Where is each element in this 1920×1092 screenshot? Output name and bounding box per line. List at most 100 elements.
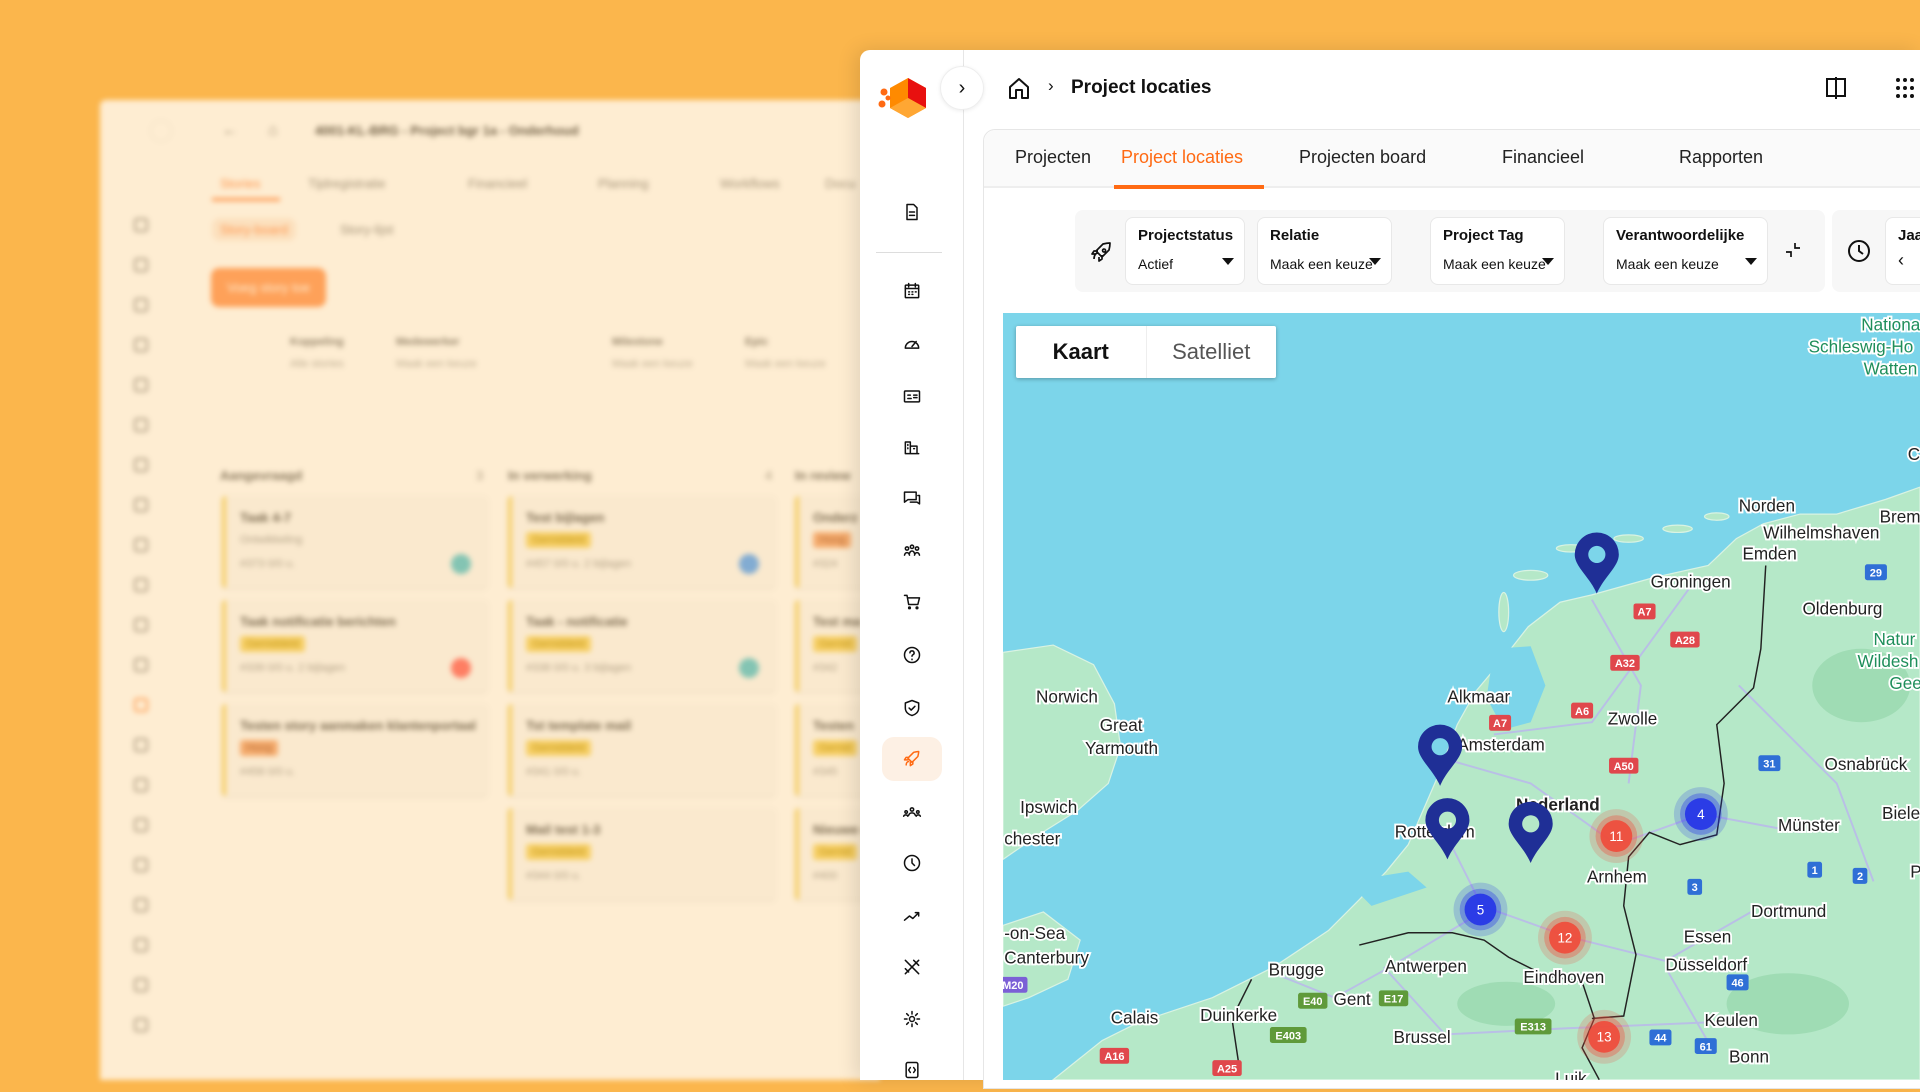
- sidebar-item-buildings[interactable]: [882, 425, 942, 469]
- priority-tag: Gemiddeld: [526, 532, 592, 548]
- column-count: 3: [476, 468, 484, 483]
- story-card: Taak notificatie berichten Gemiddeld #339 …: [222, 600, 487, 692]
- previous-period-button[interactable]: ‹: [1898, 250, 1904, 270]
- map-label: Gent: [1334, 989, 1371, 1009]
- sidebar-item-clock[interactable]: [882, 841, 942, 885]
- verantwoordelijke-dropdown[interactable]: Verantwoordelijke Maak een keuze: [1603, 217, 1768, 285]
- map-label: Nationa: [1861, 314, 1920, 334]
- map-label: chester: [1004, 829, 1060, 849]
- map-label: Amsterdam: [1457, 734, 1545, 754]
- period-dropdown[interactable]: Jaa ‹: [1885, 217, 1920, 285]
- road-shield: [1099, 1047, 1130, 1064]
- story-card: Taak - notificatie Gemiddeld #338 0/0 u. 3…: [508, 600, 775, 692]
- sidebar-item-trend[interactable]: [882, 894, 942, 938]
- sidebar-item-code[interactable]: [882, 1048, 942, 1092]
- clock-icon: [903, 854, 921, 872]
- map-label: Duinkerke: [1200, 1005, 1277, 1025]
- collapse-filters-icon[interactable]: [1783, 240, 1803, 260]
- card-meta: #458 0/0 u.: [240, 766, 296, 778]
- code-icon: [905, 1061, 919, 1079]
- priority-tag: Gemiddeld: [240, 636, 306, 652]
- marker-cluster[interactable]: 4: [1673, 787, 1728, 841]
- tab-projecten-board[interactable]: Projecten board: [1299, 147, 1427, 167]
- projectstatus-dropdown[interactable]: Projectstatus Actief: [1125, 217, 1245, 285]
- cluster-count: 5: [1477, 902, 1484, 917]
- sidebar-item-help[interactable]: [882, 633, 942, 677]
- sidebar-item-rocket[interactable]: [882, 737, 942, 781]
- road-shield: [1610, 654, 1640, 671]
- priority-tag: Gemid: [813, 636, 858, 652]
- chat-icon: [903, 491, 921, 505]
- expand-sidebar-button[interactable]: ›: [940, 66, 984, 110]
- sidebar-item-tools[interactable]: [882, 945, 942, 989]
- road-shield: [1212, 1060, 1242, 1077]
- card-meta: #373 0/0 u.: [240, 558, 296, 570]
- story-card: Tst template mail Gemiddeld #341 0/0 u.: [508, 704, 775, 796]
- map-label: Antwerpen: [1385, 956, 1467, 976]
- marker-cluster[interactable]: 11: [1589, 809, 1644, 864]
- sidebar-item-cart[interactable]: [882, 580, 942, 624]
- tab-stories: Stories: [220, 176, 261, 191]
- home-icon[interactable]: [1008, 76, 1030, 100]
- marker-cluster[interactable]: 5: [1453, 882, 1508, 937]
- map-label: Watten: [1864, 359, 1918, 379]
- map-pin-icon[interactable]: [1508, 801, 1553, 864]
- satellite-view-button[interactable]: Satelliet: [1172, 339, 1251, 364]
- map-view-button[interactable]: Kaart: [1016, 326, 1147, 378]
- map[interactable]: Nationa Schleswig-Ho Watten C Norden Wilhelms…: [1003, 313, 1920, 1080]
- map-pin-icon[interactable]: [1574, 532, 1619, 594]
- settings-icon: [903, 1010, 921, 1028]
- marker-cluster[interactable]: 12: [1538, 910, 1592, 965]
- sidebar-item-calendar[interactable]: [882, 269, 942, 313]
- filter-value: Maak een keuze: [612, 358, 693, 370]
- sidebar-item-shield[interactable]: [882, 686, 942, 730]
- road-shield: [1489, 714, 1512, 731]
- forest: [1457, 648, 1911, 1035]
- collapse-button: [150, 120, 172, 142]
- marker-cluster[interactable]: 13: [1577, 1009, 1632, 1064]
- sidebar-item-document[interactable]: [882, 190, 942, 234]
- sidebar-item-dashboard[interactable]: [882, 322, 942, 366]
- priority-tag: Gemid: [813, 844, 858, 860]
- sidebar: [860, 50, 964, 1080]
- road-shield: [1378, 990, 1409, 1007]
- tab-rapporten[interactable]: Rapporten: [1679, 147, 1764, 167]
- apps-grid-icon[interactable]: [1894, 77, 1918, 99]
- app-logo: [878, 78, 926, 118]
- sidebar-item-team[interactable]: [882, 529, 942, 573]
- add-story-button: Voeg story toe: [211, 268, 327, 307]
- road-shield-label: E40: [1303, 996, 1323, 1008]
- tab-financieel[interactable]: Financieel: [1502, 147, 1585, 167]
- card-title: Testen story aanmaken klantenportaal: [240, 718, 477, 733]
- background-window: ← ⌂ 4001-KL-BRG - Project bgr 1a - Onder…: [100, 100, 955, 1080]
- cluster-count: 12: [1557, 931, 1572, 946]
- map-label: Calais: [1111, 1007, 1159, 1027]
- tools-icon: [904, 959, 920, 975]
- back-arrow-icon: ←: [222, 122, 238, 139]
- card-title: Test ma: [813, 614, 862, 629]
- map-label: Canterbury: [1004, 947, 1089, 967]
- caret-down-icon: [1222, 258, 1234, 265]
- split-view-icon[interactable]: [1824, 76, 1848, 100]
- filter-value: Alle stories: [290, 358, 344, 370]
- road-shield: [1609, 757, 1639, 774]
- sidebar-item-settings[interactable]: [882, 997, 942, 1041]
- column-title: Aangevraagd: [220, 468, 303, 483]
- relatie-dropdown[interactable]: Relatie Maak een keuze: [1257, 217, 1392, 285]
- sidebar-item-users[interactable]: [882, 790, 942, 834]
- cart-icon: [903, 594, 921, 610]
- filter-label: Koppeling: [290, 336, 344, 348]
- card-title: Mail test 1-3: [526, 822, 601, 837]
- tab-project-locaties[interactable]: Project locaties: [1121, 147, 1244, 167]
- story-card: Taak 4-7 Ontwikkeling #373 0/0 u.: [222, 496, 487, 588]
- app-window: › › Project locaties Projecten Project l…: [860, 50, 1920, 1089]
- road-shield-label: 1: [1812, 865, 1818, 877]
- map-pin-icon[interactable]: [1425, 798, 1470, 860]
- sidebar-item-contact-card[interactable]: [882, 374, 942, 418]
- map-pin-icon[interactable]: [1418, 724, 1463, 786]
- road-shield: [1298, 992, 1328, 1009]
- project-tag-dropdown[interactable]: Project Tag Maak een keuze: [1430, 217, 1565, 285]
- sidebar-item-chat[interactable]: [882, 476, 942, 520]
- tab-projecten[interactable]: Projecten: [1015, 147, 1092, 167]
